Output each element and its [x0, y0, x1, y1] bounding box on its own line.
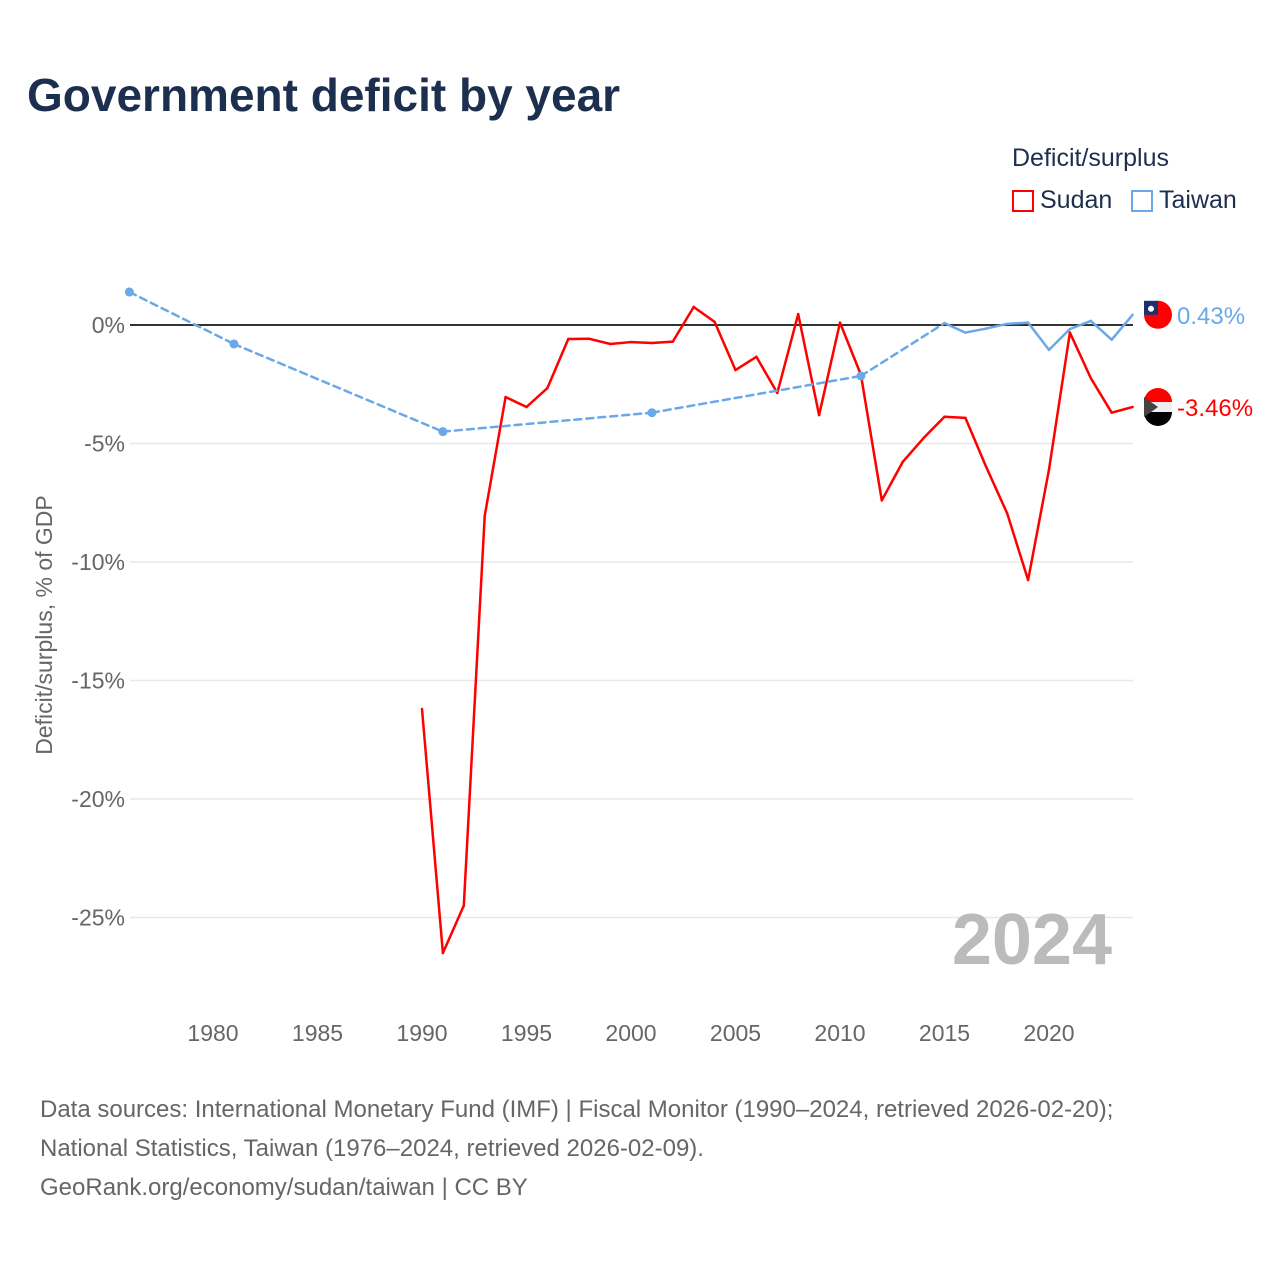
x-tick-label: 1985	[292, 1020, 343, 1046]
series-segment-taiwan	[232, 342, 445, 433]
legend-item-sudan[interactable]: Sudan	[1012, 186, 1112, 215]
series-segment-sudan	[1005, 512, 1030, 582]
y-tick-label: -20%	[71, 786, 125, 812]
series-segment-sudan	[838, 321, 863, 377]
series-segment-taiwan	[1110, 313, 1134, 341]
chart-title: Government deficit by year	[27, 69, 621, 121]
series-segment-sudan	[671, 305, 695, 343]
series-segment-taiwan	[1068, 319, 1093, 331]
taiwan-flag-sun	[1148, 305, 1154, 312]
series-segment-taiwan	[1089, 319, 1113, 341]
series-segment-sudan	[964, 416, 988, 469]
footer: Data sources: International Monetary Fun…	[40, 1090, 1113, 1207]
x-tick-label: 2005	[710, 1020, 761, 1046]
series-segment-taiwan	[128, 290, 236, 346]
series-segment-sudan	[1047, 331, 1072, 471]
series-segment-sudan	[755, 355, 779, 395]
series-segment-sudan	[901, 436, 925, 464]
series-segment-sudan	[587, 337, 612, 346]
end-value-label-sudan: -3.46%	[1177, 395, 1253, 422]
data-point-taiwan	[229, 339, 239, 349]
series-segment-taiwan	[1026, 321, 1051, 352]
series-segment-sudan	[1068, 331, 1093, 380]
legend-label: Sudan	[1040, 186, 1113, 214]
x-tick-label: 2015	[919, 1020, 970, 1046]
series-segment-taiwan	[943, 321, 967, 334]
series-segment-sudan	[1089, 376, 1113, 414]
y-tick-label: -15%	[71, 668, 125, 694]
source-line-1: Data sources: International Monetary Fun…	[40, 1096, 1114, 1123]
x-tick-label: 1995	[501, 1020, 552, 1046]
x-tick-label: 2020	[1023, 1020, 1074, 1046]
year-label: 2024	[952, 900, 1112, 980]
series-segment-taiwan	[985, 322, 1009, 330]
series-segment-sudan	[1110, 405, 1134, 414]
series-segment-sudan	[713, 320, 737, 372]
sudan-flag-triangle	[1144, 397, 1158, 418]
series-segment-taiwan	[964, 327, 988, 334]
series-segment-sudan	[650, 340, 675, 345]
series-segment-taiwan	[650, 374, 863, 414]
series-segment-sudan	[525, 386, 549, 409]
series-segment-sudan	[441, 904, 466, 955]
x-tick-label: 2010	[814, 1020, 865, 1046]
y-tick-label: -5%	[84, 431, 125, 457]
series-segment-sudan	[922, 415, 946, 440]
legend-title: Deficit/surplus	[1012, 144, 1169, 172]
data-point-taiwan	[124, 287, 134, 297]
data-point-taiwan	[438, 427, 448, 437]
series-segment-sudan	[985, 465, 1009, 515]
series-segment-sudan	[608, 340, 633, 346]
legend-swatch-sudan	[1012, 189, 1034, 212]
series-segment-taiwan	[1005, 321, 1030, 326]
x-tick-label: 1980	[187, 1020, 238, 1046]
y-axis-label: Deficit/surplus, % of GDP	[31, 495, 57, 754]
series-segment-sudan	[483, 395, 507, 518]
series-segment-sudan	[1026, 468, 1051, 582]
series-segment-sudan	[796, 312, 821, 417]
series-segment-sudan	[859, 373, 884, 502]
y-tick-label: -10%	[71, 549, 125, 575]
series-segment-sudan	[462, 514, 486, 907]
series-segment-taiwan	[859, 321, 946, 378]
legend-label: Taiwan	[1159, 186, 1237, 214]
x-tick-label: 1990	[396, 1020, 447, 1046]
series-segment-sudan	[504, 395, 528, 409]
source-link[interactable]: GeoRank.org/economy/sudan/taiwan | CC BY	[40, 1174, 528, 1201]
series-segment-sudan	[692, 305, 716, 324]
series-segment-sudan	[546, 337, 570, 390]
series-segment-taiwan	[441, 411, 654, 433]
end-value-label-taiwan: 0.43%	[1177, 303, 1245, 330]
data-point-taiwan	[647, 408, 657, 418]
sudan-flag-red	[1144, 388, 1172, 403]
series-segment-sudan	[817, 321, 842, 417]
legend-item-taiwan[interactable]: Taiwan	[1131, 186, 1237, 215]
data-point-taiwan	[856, 371, 866, 381]
x-tick-label: 2000	[605, 1020, 656, 1046]
series-segment-sudan	[776, 312, 800, 395]
series-segment-sudan	[880, 460, 904, 502]
legend-swatch-taiwan	[1131, 189, 1153, 212]
y-tick-label: -25%	[71, 905, 125, 931]
series-segment-sudan	[943, 415, 967, 420]
series-segment-sudan	[629, 340, 654, 345]
y-tick-label: 0%	[92, 312, 125, 338]
sudan-flag-black	[1144, 412, 1172, 427]
source-line-2: National Statistics, Taiwan (1976–2024, …	[40, 1135, 704, 1162]
series-segment-sudan	[420, 707, 445, 955]
series-segment-taiwan	[1047, 327, 1072, 352]
series-segment-sudan	[734, 355, 758, 372]
